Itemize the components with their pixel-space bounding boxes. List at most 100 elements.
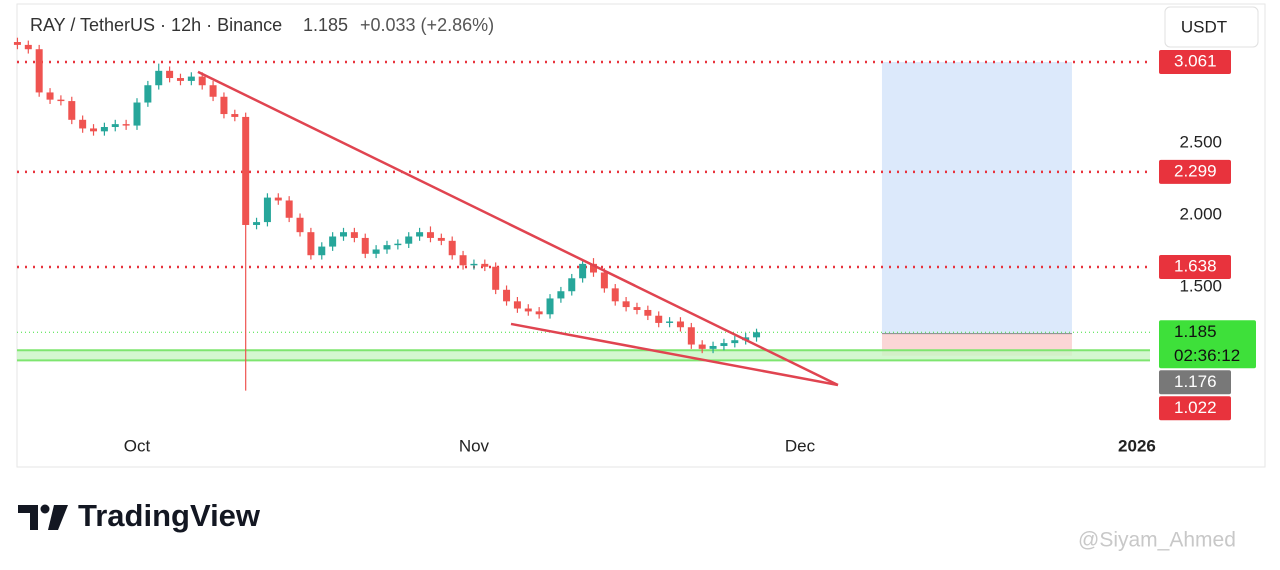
candle-body (687, 327, 695, 345)
price-label: 1.638 (1159, 255, 1231, 280)
candle-body (481, 263, 489, 267)
candle-body (350, 232, 358, 238)
candle-body (90, 128, 98, 132)
candle-body (57, 99, 65, 102)
candle-body (79, 119, 87, 129)
candle-body (46, 92, 54, 100)
candle-body (198, 76, 206, 86)
candle-body (579, 263, 587, 279)
price-label: 1.176 (1159, 370, 1231, 395)
candle-body (220, 96, 228, 115)
candle-body (263, 197, 271, 223)
symbol: RAY / TetherUS · 12h · Binance (30, 15, 282, 35)
currency-label[interactable]: USDT (1181, 17, 1227, 36)
price-label-text: 1.638 (1174, 257, 1217, 276)
candle-body (426, 232, 434, 238)
candle-body (329, 236, 337, 247)
y-tick-label: 2.500 (1179, 132, 1222, 151)
tv-logo (18, 504, 68, 530)
candle-body (133, 102, 141, 126)
candle-body (448, 240, 456, 256)
candle-body (557, 291, 565, 299)
candle-body (644, 309, 652, 316)
price-label: 1.022 (1159, 396, 1231, 421)
position-target-zone (881, 62, 1072, 334)
price-label-text: 3.061 (1174, 52, 1217, 71)
watermark: @Siyam_Ahmed (1078, 529, 1236, 552)
candle-body (568, 278, 576, 292)
countdown: 02:36:12 (1174, 346, 1240, 365)
candle-body (318, 246, 326, 256)
candle-body (492, 266, 500, 290)
price-label: 3.061 (1159, 50, 1231, 75)
candle-body (340, 232, 348, 237)
price-change: +0.033 (+2.86%) (360, 15, 494, 35)
candle-body (503, 289, 511, 302)
candle-body (676, 321, 684, 328)
candle-body (187, 76, 195, 81)
candle-body (622, 301, 630, 308)
candle-body (372, 249, 380, 254)
x-tick-label: 2026 (1118, 436, 1156, 455)
x-tick-label: Nov (459, 436, 490, 455)
candle-body (100, 127, 108, 132)
price-label-text: 1.176 (1174, 372, 1217, 391)
price-label-box (1159, 255, 1231, 280)
candle-body (285, 200, 293, 218)
currency-button[interactable] (1164, 6, 1259, 48)
candle-body (437, 237, 445, 241)
candle-body (166, 70, 174, 79)
candle-body (68, 101, 76, 120)
candle-body (394, 243, 402, 246)
candle-body (176, 78, 184, 81)
candle-body (24, 44, 32, 50)
candle-body (296, 217, 304, 233)
y-tick-label: 1.500 (1179, 276, 1222, 295)
candle-body (209, 85, 217, 97)
candle-body (600, 272, 608, 289)
candle-body (111, 124, 119, 128)
price-label-box (1159, 50, 1231, 75)
price-label-box (1159, 396, 1231, 421)
candle-body (13, 42, 21, 45)
chart-frame (16, 3, 1266, 468)
candle-body (720, 343, 728, 346)
candle-body (35, 49, 43, 93)
candle-body (253, 222, 261, 225)
candle-body (242, 116, 250, 225)
candle-body (535, 311, 543, 315)
trendline (197, 70, 839, 387)
candle-body (666, 321, 674, 323)
candle-body (513, 301, 521, 309)
x-tick-label: Oct (124, 436, 151, 455)
last-price: 1.185 (303, 15, 348, 35)
candle-body (709, 345, 717, 349)
x-tick-label: Dec (785, 436, 816, 455)
candle-body (144, 85, 152, 103)
trendline (510, 322, 839, 387)
price-label-text: 1.022 (1174, 398, 1217, 417)
candle-body (611, 288, 619, 302)
candle-body (589, 263, 597, 273)
candle-body (405, 236, 413, 244)
price-label: 1.185 02:36:12 (1159, 320, 1256, 369)
candle-body (753, 332, 761, 338)
candle-body (633, 307, 641, 310)
y-tick-label: 2.000 (1179, 204, 1222, 223)
candle-body (698, 344, 706, 349)
support-zone (17, 350, 1150, 361)
candle-body (546, 298, 554, 315)
price-label-box (1159, 159, 1231, 184)
candle-body (416, 232, 424, 237)
candle-body (459, 255, 467, 266)
candle-body (655, 315, 663, 323)
price-label-box (1159, 370, 1231, 395)
candle-body (274, 197, 282, 201)
candle-body (307, 232, 315, 256)
price-label-box (1159, 320, 1256, 369)
candle-body (731, 340, 739, 344)
price-label: 2.299 (1159, 159, 1231, 184)
candle-body (524, 308, 532, 312)
candle-body (155, 70, 163, 86)
